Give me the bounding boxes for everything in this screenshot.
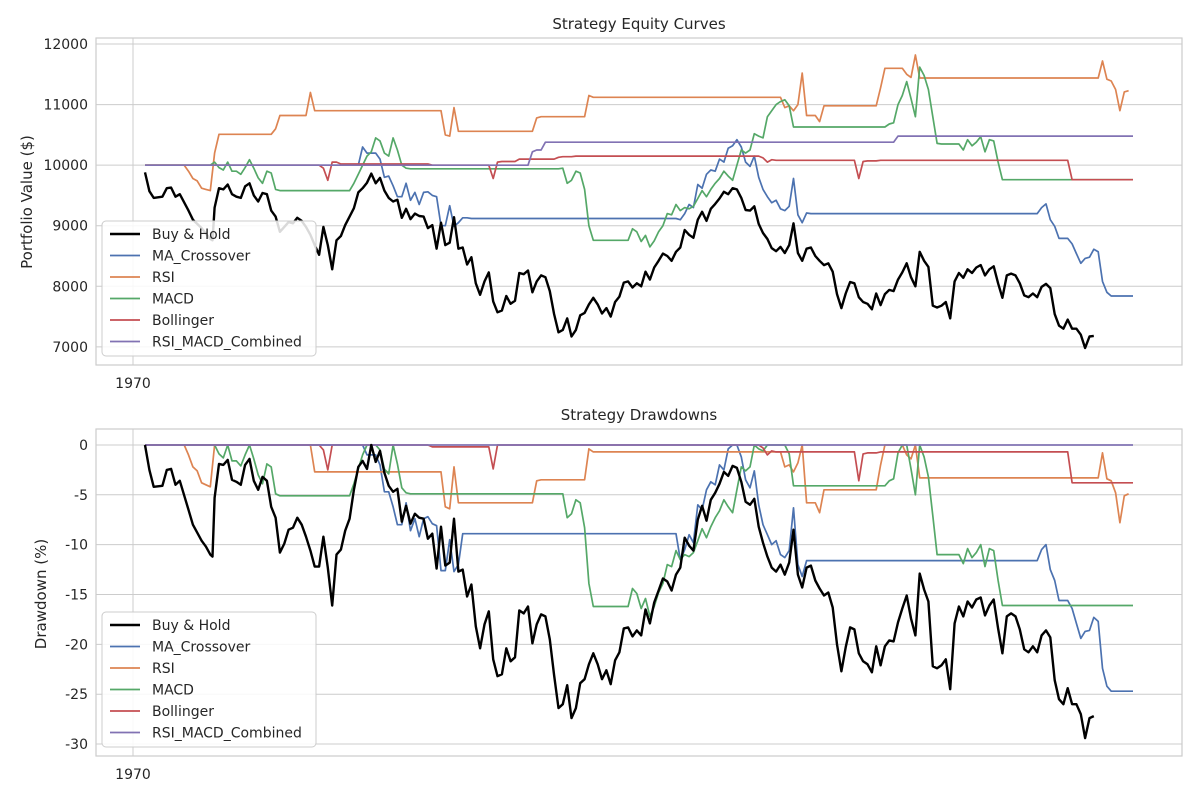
legend: Buy & Hold MA_Crossover RSI MACD Bollinger RS… [101,611,317,748]
legend-label-ma-crossover: MA_Crossover [152,249,250,265]
x-ticks: 1970 [115,767,151,783]
y-tick-label: -5 [74,488,88,504]
y-tick-label: 9000 [52,219,88,235]
legend-label-rsi-macd-combined: RSI_MACD_Combined [152,726,302,742]
y-tick-label: 11000 [43,98,88,114]
legend-label-ma-crossover: MA_Crossover [152,640,250,656]
legend-label-rsi: RSI [152,270,175,286]
y-tick-label: 8000 [52,279,88,295]
y-tick-label: -30 [65,737,88,753]
equity-curves-chart: Strategy Equity Curves Portfolio Value (… [18,15,1183,392]
series-line-rsi [145,54,1129,192]
chart-title: Strategy Equity Curves [552,15,725,33]
y-tick-label: 12000 [43,37,88,53]
y-tick-label: -25 [65,687,88,703]
x-tick-label: 1970 [115,767,151,783]
y-axis-label: Portfolio Value ($) [18,135,36,269]
y-tick-label: 10000 [43,158,88,174]
legend-label-rsi: RSI [152,661,175,677]
chart-title: Strategy Drawdowns [561,406,718,424]
legend-label-macd: MACD [152,683,194,699]
y-tick-label: 0 [79,438,88,454]
series-line-macd [145,66,1133,248]
y-tick-label: 7000 [52,340,88,356]
series-line-macd [145,444,1133,618]
legend: Buy & Hold MA_Crossover RSI MACD Bollinger RS… [101,220,317,357]
series-line-ma-crossover [145,444,1133,693]
x-ticks: 1970 [115,376,151,392]
series-line-rsi [145,444,1129,524]
y-tick-label: -10 [65,538,88,554]
y-tick-label: -15 [65,587,88,603]
series-line-bollinger [145,155,1133,182]
drawdowns-chart: Strategy Drawdowns Drawdown (%) -30 -25 -2… [32,406,1183,783]
y-ticks: -30 -25 -20 -15 -10 -5 0 [65,438,88,753]
legend-label-bollinger: Bollinger [152,704,214,720]
series-line-buy-hold [143,443,1095,740]
legend-label-rsi-macd-combined: RSI_MACD_Combined [152,335,302,351]
legend-label-buy-hold: Buy & Hold [152,227,230,243]
series-line-ma-crossover [145,138,1133,297]
x-tick-label: 1970 [115,376,151,392]
legend-label-buy-hold: Buy & Hold [152,618,230,634]
legend-label-macd: MACD [152,292,194,308]
series-lines [143,443,1133,740]
plot-frame [95,428,1183,757]
y-ticks: 7000 8000 9000 10000 11000 12000 [43,37,88,356]
legend-box [101,611,317,748]
legend-box [101,220,317,357]
y-axis-label: Drawdown (%) [32,539,50,649]
legend-label-bollinger: Bollinger [152,313,214,329]
series-line-rsi-macd-combined [145,135,1133,167]
y-tick-label: -20 [65,637,88,653]
plot-frame [95,37,1183,366]
